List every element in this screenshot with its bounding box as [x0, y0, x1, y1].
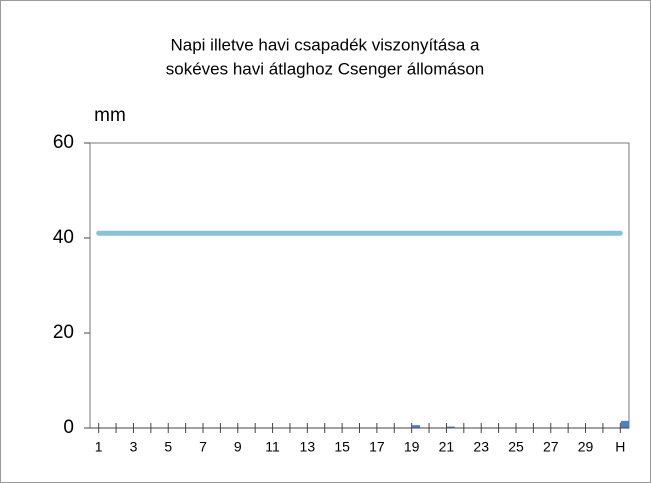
y-axis-label: mm	[94, 105, 126, 126]
x-tick-label: 21	[439, 439, 455, 455]
x-tick-label: 3	[130, 439, 138, 455]
chart-title: sokéves havi átlaghoz Csenger állomáson	[166, 59, 484, 78]
y-tick-label: 40	[53, 227, 74, 248]
bar	[620, 420, 629, 428]
y-tick-label: 60	[53, 132, 74, 153]
x-tick-label: 7	[199, 439, 207, 455]
x-tick-label: 27	[543, 439, 559, 455]
x-tick-label: 15	[334, 439, 350, 455]
y-tick-label: 0	[63, 417, 74, 438]
x-tick-label: 19	[404, 439, 420, 455]
x-tick-label: 9	[234, 439, 242, 455]
x-tick-label: 11	[265, 439, 280, 455]
x-tick-label: 25	[508, 439, 524, 455]
x-tick-label: 5	[164, 439, 172, 455]
x-tick-label: 23	[473, 439, 489, 455]
x-tick-label: H	[615, 439, 625, 455]
x-tick-label: 17	[369, 439, 385, 455]
chart-title: Napi illetve havi csapadék viszonyítása …	[171, 35, 481, 54]
bar	[412, 425, 420, 428]
x-tick-label: 13	[300, 439, 316, 455]
x-tick-label: 29	[578, 439, 594, 455]
y-tick-label: 20	[53, 322, 74, 343]
x-tick-label: 1	[95, 439, 103, 455]
bar	[446, 426, 455, 428]
